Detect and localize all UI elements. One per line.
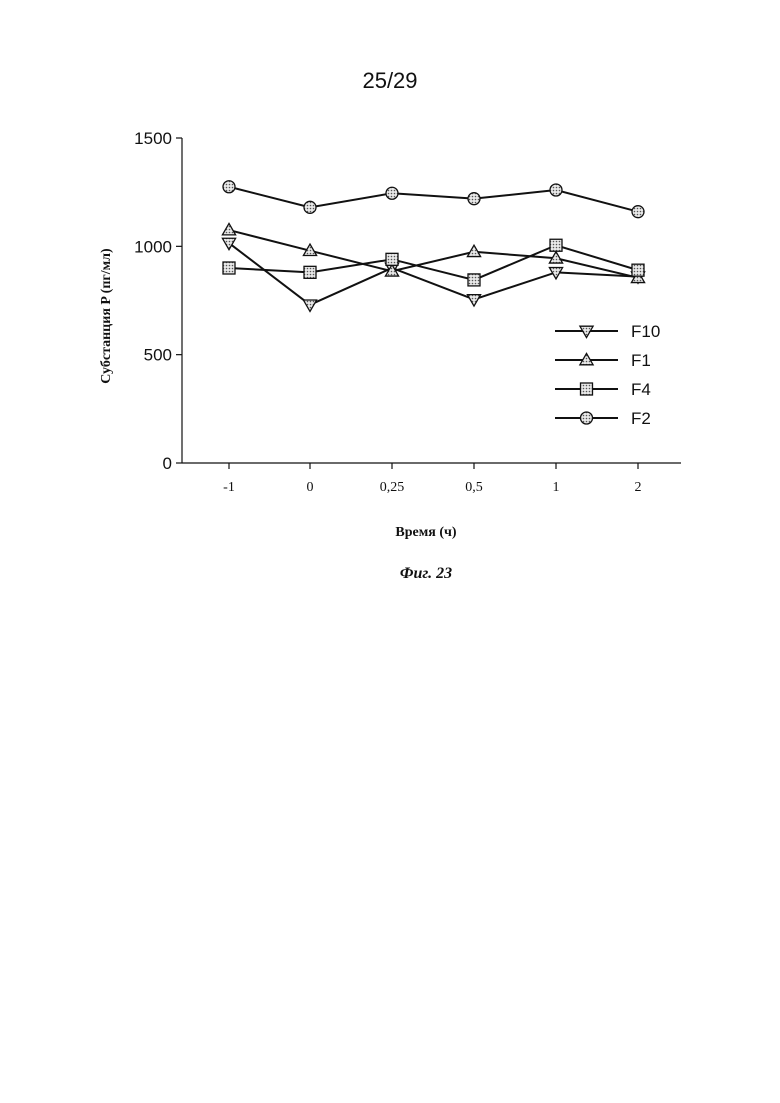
data-point-f4 bbox=[468, 274, 480, 286]
data-point-f2 bbox=[468, 193, 480, 205]
series-layer bbox=[222, 181, 644, 312]
series-f2 bbox=[223, 181, 644, 218]
legend-marker bbox=[581, 383, 593, 395]
data-point-f2 bbox=[223, 181, 235, 193]
legend-label: F10 bbox=[631, 322, 660, 341]
legend-label: F2 bbox=[631, 409, 651, 428]
y-tick-label: 500 bbox=[144, 346, 172, 365]
data-point-f1 bbox=[467, 245, 480, 256]
legend-label: F4 bbox=[631, 380, 651, 399]
series-f4 bbox=[223, 239, 644, 286]
data-point-f2 bbox=[550, 184, 562, 196]
legend-item-f2: F2 bbox=[555, 409, 651, 428]
axes: 0 500 1000 1500 -1 0 0,25 0,5 1 2 bbox=[134, 129, 681, 495]
figure-caption: Фиг. 23 bbox=[0, 565, 780, 583]
data-point-f4 bbox=[550, 239, 562, 251]
data-point-f4 bbox=[632, 264, 644, 276]
x-tick-label: 0 bbox=[307, 480, 314, 495]
data-point-f10 bbox=[467, 295, 480, 306]
x-axis-label: Время (ч) bbox=[395, 525, 457, 540]
legend: F10 F1 F4 F2 bbox=[555, 322, 660, 428]
data-point-f10 bbox=[222, 238, 235, 249]
legend-label: F1 bbox=[631, 351, 651, 370]
y-axis-label: Субстанция P (пг/мл) bbox=[99, 248, 114, 384]
data-point-f1 bbox=[222, 223, 235, 234]
y-tick-label: 1000 bbox=[134, 237, 172, 256]
legend-marker bbox=[581, 412, 593, 424]
x-tick-label: -1 bbox=[223, 480, 235, 495]
x-tick-label: 0,5 bbox=[465, 480, 483, 495]
data-point-f4 bbox=[386, 253, 398, 265]
legend-item-f10: F10 bbox=[555, 322, 660, 341]
series-line-f2 bbox=[229, 187, 638, 212]
x-tick-label: 2 bbox=[635, 480, 642, 495]
data-point-f4 bbox=[223, 262, 235, 274]
y-tick-label: 0 bbox=[163, 454, 172, 473]
data-point-f10 bbox=[303, 300, 316, 311]
series-f10 bbox=[222, 238, 644, 311]
legend-item-f1: F1 bbox=[555, 351, 651, 370]
data-point-f4 bbox=[304, 266, 316, 278]
data-point-f2 bbox=[632, 206, 644, 218]
x-tick-label: 0,25 bbox=[380, 480, 405, 495]
legend-item-f4: F4 bbox=[555, 380, 651, 399]
x-tick-label: 1 bbox=[553, 480, 560, 495]
data-point-f2 bbox=[304, 201, 316, 213]
data-point-f2 bbox=[386, 187, 398, 199]
y-tick-label: 1500 bbox=[134, 129, 172, 148]
